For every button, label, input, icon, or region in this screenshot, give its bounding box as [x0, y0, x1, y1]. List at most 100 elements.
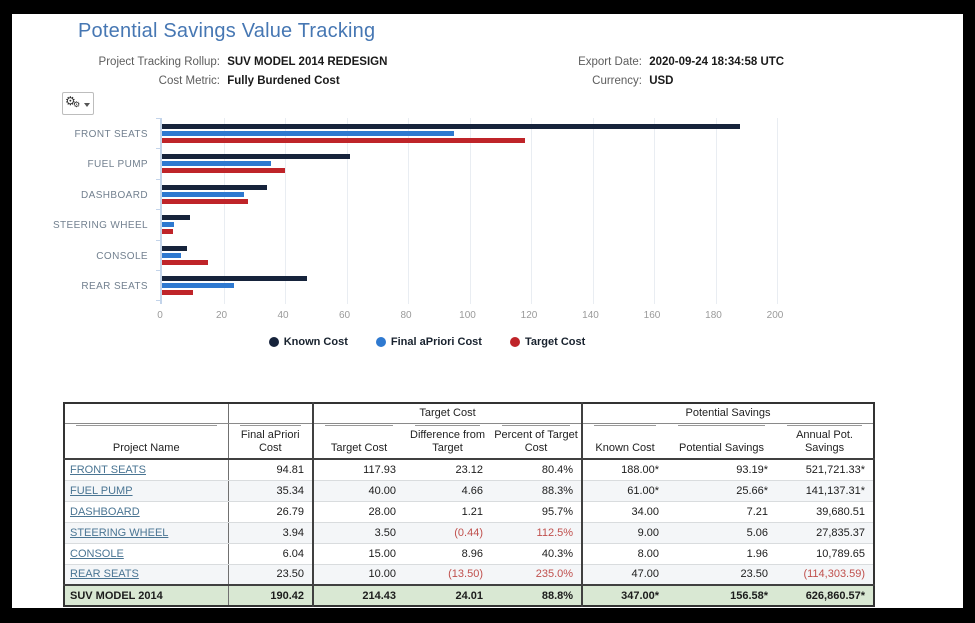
cell: 61.00* [582, 480, 668, 502]
total-cell: 88.8% [491, 584, 584, 606]
cell: 112.5% [491, 522, 584, 544]
cell: 47.00 [582, 564, 668, 586]
project-link[interactable]: DASHBOARD [70, 505, 140, 518]
project-link[interactable]: STEERING WHEEL [70, 526, 169, 539]
savings-table: Target Cost Potential Savings Project Name… [63, 402, 876, 607]
currency: Currency: USD [574, 75, 673, 91]
cell: 9.00 [582, 522, 668, 544]
y-axis-tick [156, 178, 160, 180]
gear-icon: ⚙ ⚙ [65, 94, 81, 109]
bar-known-cost [162, 245, 187, 251]
project-tracking-rollup: Project Tracking Rollup: SUV MODEL 2014 … [82, 56, 388, 72]
total-cell: 626,860.57* [776, 584, 875, 606]
cell: 117.93 [313, 459, 404, 481]
bar-known-cost [162, 154, 350, 160]
column-header-potential-savings: Potential Savings [667, 423, 777, 460]
total-cell: 24.01 [404, 584, 491, 606]
bar-target-cost [162, 138, 525, 143]
table-row: STEERING WHEEL 3.94 3.50 (0.44) 112.5% 9.00 5.… [64, 522, 875, 544]
category-label: FUEL PUMP [87, 159, 148, 171]
project-name-cell: CONSOLE [64, 543, 229, 565]
bar-final-apriori-cost [162, 191, 245, 197]
gridline [469, 118, 471, 304]
category-label: DASHBOARD [81, 189, 148, 201]
x-tick-label: 160 [643, 310, 661, 321]
table-row: REAR SEATS 23.50 10.00 (13.50) 235.0% 47.00 23… [64, 564, 875, 586]
total-cell: 214.43 [313, 584, 404, 606]
x-tick-label: 120 [520, 310, 538, 321]
cell: 235.0% [491, 564, 584, 586]
column-header-difference-from-target: Difference from Target [404, 423, 491, 460]
gridline [531, 118, 532, 304]
potential-savings-chart: FRONT SEATS FUEL PUMP DASHBOARD STEERING WH… [12, 118, 963, 368]
cell: 6.04 [228, 543, 314, 565]
rollup-label: Project Tracking Rollup: [98, 56, 220, 68]
y-axis-tick [156, 270, 160, 271]
y-axis-tick [156, 118, 160, 119]
cell: 39,680.51 [776, 501, 875, 523]
table-total-row: SUV MODEL 2014 190.42 214.43 24.01 88.8% 347.… [64, 584, 875, 606]
x-tick-label: 200 [766, 310, 784, 321]
category-label: REAR SEATS [81, 281, 148, 292]
x-tick-label: 0 [157, 310, 163, 321]
bar-target-cost [162, 290, 193, 295]
currency-value: USD [649, 75, 674, 87]
cell: 88.3% [491, 480, 584, 502]
project-name-cell: FRONT SEATS [64, 459, 229, 481]
project-name-cell: DASHBOARD [64, 501, 229, 523]
bar-target-cost [162, 259, 209, 265]
project-link[interactable]: FRONT SEATS [70, 463, 146, 476]
y-axis-tick [156, 148, 160, 150]
project-link[interactable]: CONSOLE [70, 547, 124, 560]
y-axis-tick [156, 209, 160, 211]
legend-label: Final aPriori Cost [390, 336, 482, 348]
group-header-potential-savings: Potential Savings [582, 403, 875, 424]
cell: 27,835.37 [776, 522, 875, 544]
group-header-target-cost: Target Cost [313, 403, 584, 424]
total-cell: 347.00* [582, 584, 668, 606]
cost-metric-label: Cost Metric: [158, 75, 220, 87]
cell: 28.00 [313, 501, 404, 523]
cell: 8.96 [404, 543, 491, 565]
plot-area [156, 118, 778, 304]
legend-dot-icon [375, 337, 386, 347]
table-row: DASHBOARD 26.79 28.00 1.21 95.7% 34.00 7.21 39,… [64, 501, 875, 523]
cell: 521,721.33* [776, 459, 875, 481]
cell: 23.50 [667, 564, 777, 586]
category-label: CONSOLE [96, 250, 148, 262]
legend-dot-icon [268, 337, 279, 347]
rollup-value: SUV MODEL 2014 REDESIGN [227, 56, 388, 68]
legend-item: Target Cost [509, 336, 585, 348]
cell: 3.50 [313, 522, 404, 544]
gridline [223, 118, 225, 304]
bar-final-apriori-cost [162, 161, 271, 167]
total-cell: 190.42 [228, 584, 314, 606]
cell: 8.00 [582, 543, 668, 565]
gridline [346, 118, 348, 304]
report-page: Potential Savings Value Tracking Project… [12, 14, 963, 608]
y-axis-tick [156, 300, 160, 302]
bar-known-cost [162, 276, 307, 281]
x-tick-label: 60 [338, 310, 351, 321]
column-header-known-cost: Known Cost [582, 423, 668, 460]
chevron-down-icon [84, 103, 90, 107]
cost-metric: Cost Metric: Fully Burdened Cost [82, 75, 340, 91]
project-link[interactable]: REAR SEATS [70, 568, 139, 581]
gridline [777, 118, 778, 304]
cell: 93.19* [667, 459, 777, 481]
cell: 10,789.65 [776, 543, 875, 565]
y-axis-tick [156, 239, 160, 241]
legend-dot-icon [509, 337, 520, 347]
project-link[interactable]: FUEL PUMP [70, 484, 133, 497]
bar-known-cost [162, 124, 741, 129]
legend-label: Known Cost [283, 336, 348, 348]
gridline [715, 118, 717, 304]
chart-settings-button[interactable]: ⚙ ⚙ [62, 92, 94, 115]
export-date-value: 2020-09-24 18:34:58 UTC [649, 56, 785, 68]
table-row: CONSOLE 6.04 15.00 8.96 40.3% 8.00 1.96 10,789.… [64, 543, 875, 565]
table-row: FUEL PUMP 35.34 40.00 4.66 88.3% 61.00* 25.66*… [64, 480, 875, 502]
column-header-percent-of-target-cost: Percent of Target Cost [491, 423, 584, 460]
chart-legend: Known Cost Final aPriori Cost Target Cost [12, 336, 842, 348]
x-tick-label: 140 [582, 310, 599, 321]
cell: (13.50) [404, 564, 491, 586]
